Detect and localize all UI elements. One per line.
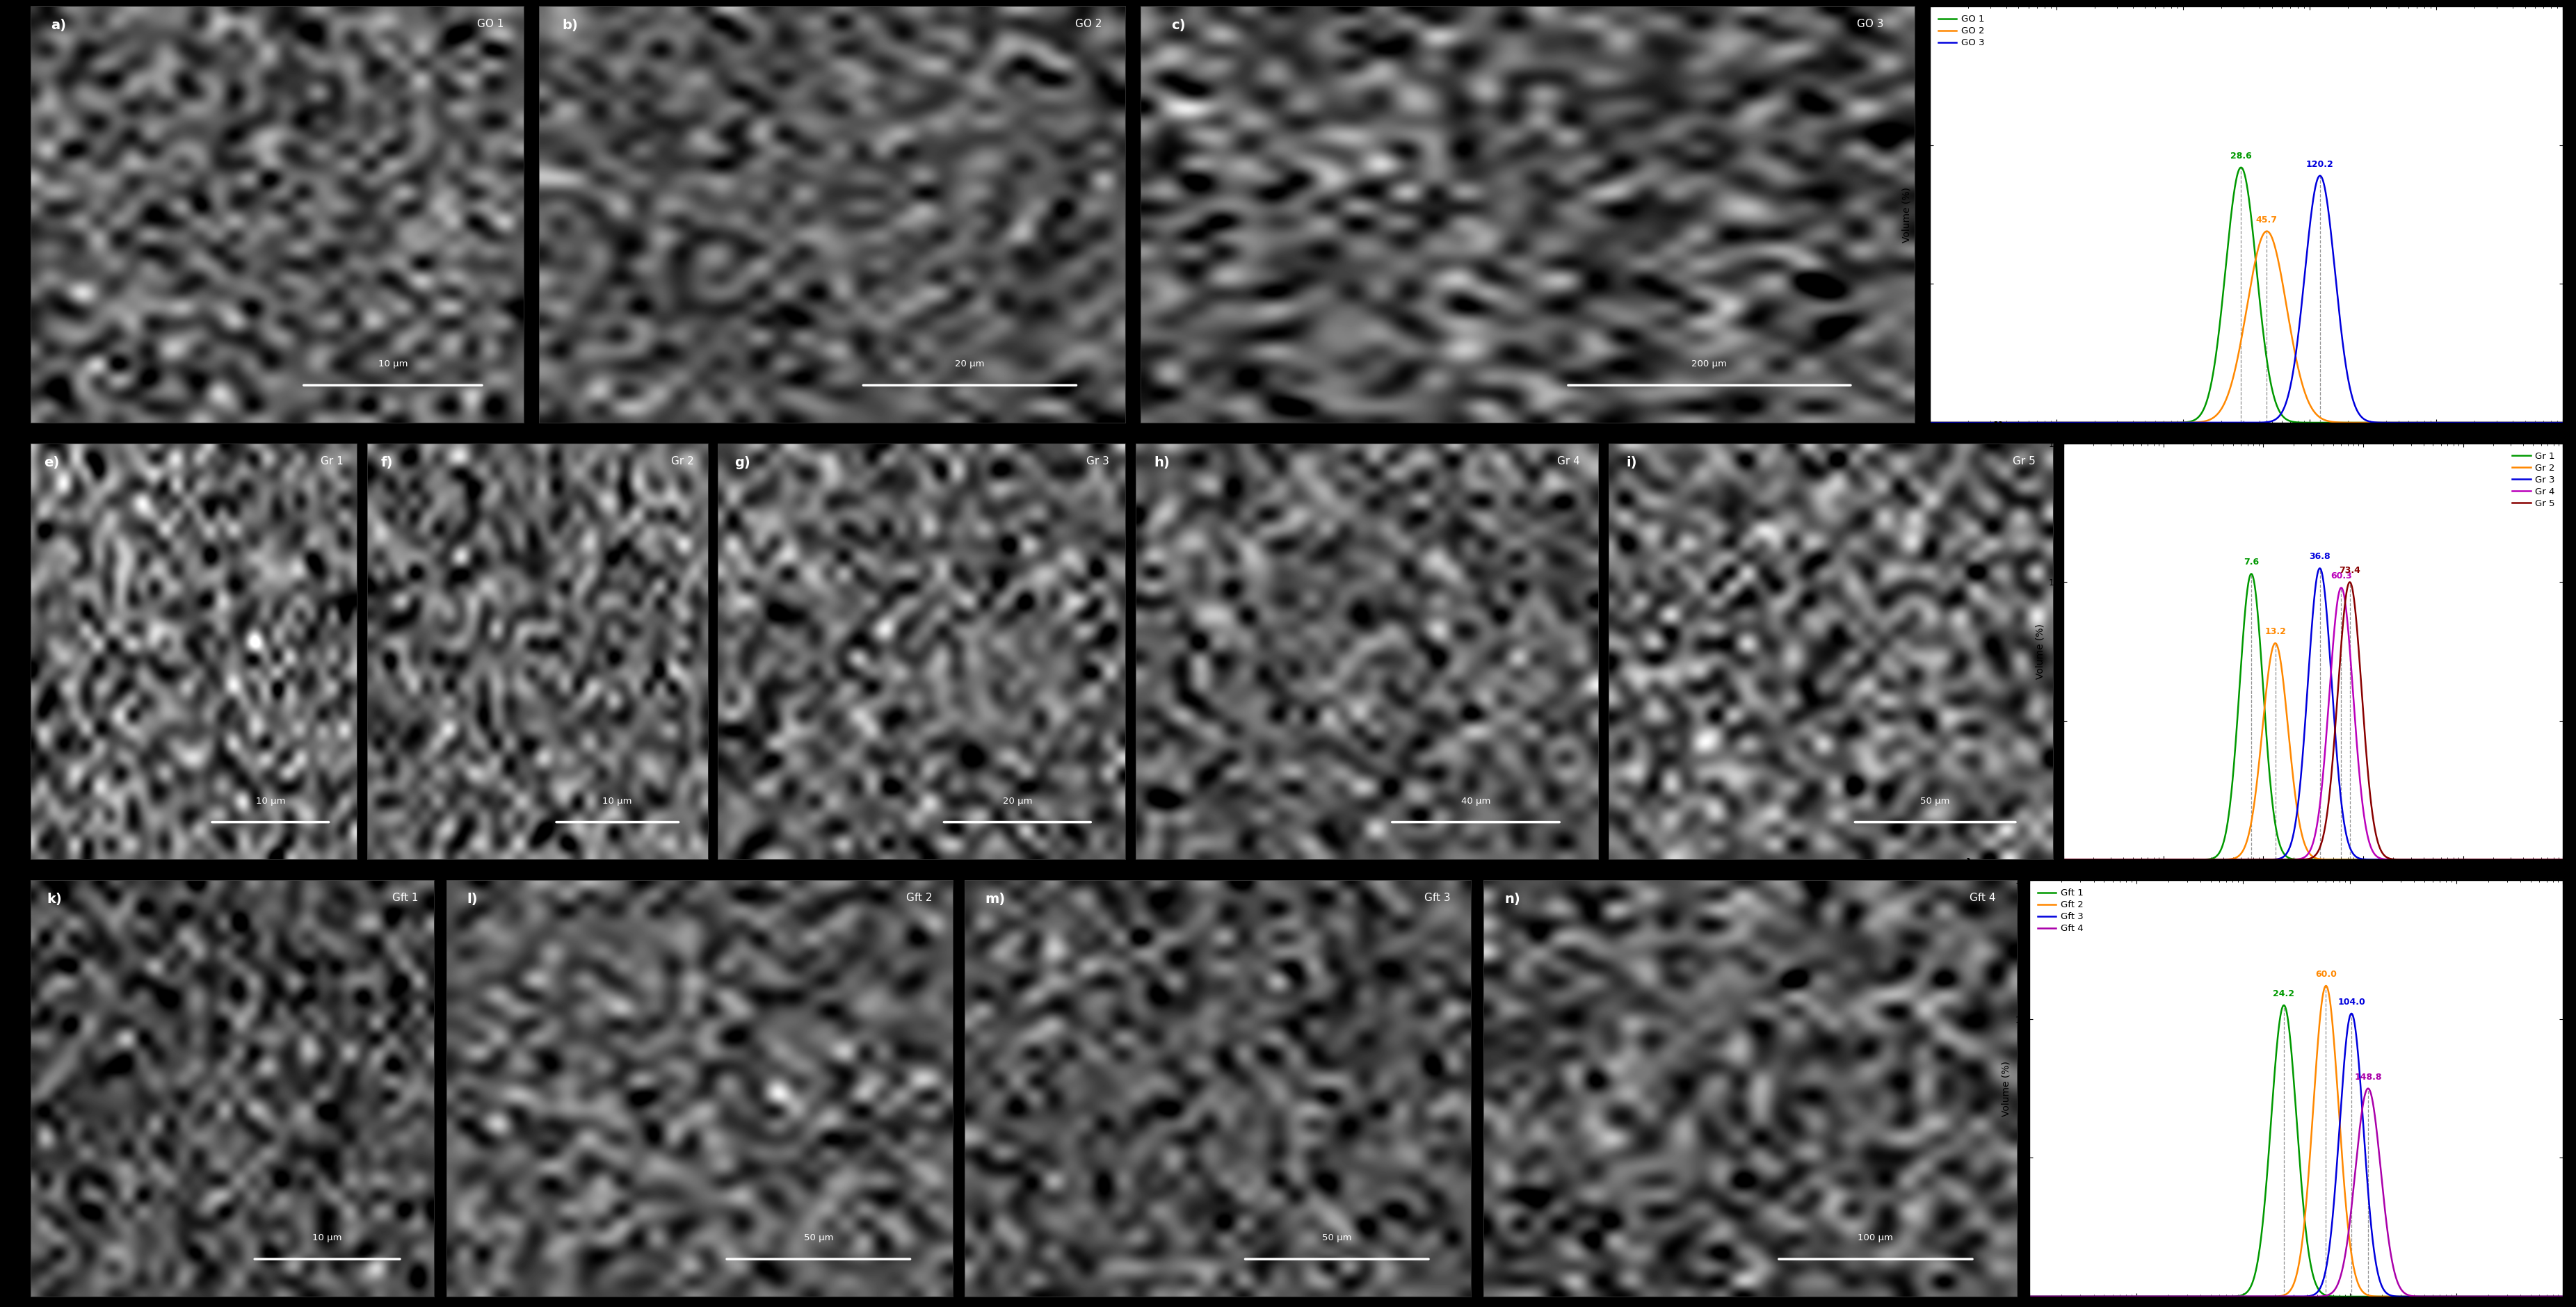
- Text: Gr 2: Gr 2: [672, 456, 693, 467]
- Text: l): l): [466, 893, 477, 906]
- Text: 10 μm: 10 μm: [603, 796, 631, 805]
- Text: 60.0: 60.0: [2316, 970, 2336, 979]
- Text: 50 μm: 50 μm: [1321, 1234, 1352, 1243]
- Text: c): c): [1172, 20, 1185, 33]
- Text: Gft 1: Gft 1: [392, 893, 417, 903]
- Text: 10 μm: 10 μm: [255, 796, 286, 805]
- Text: 13.2: 13.2: [2264, 627, 2285, 637]
- Legend: Gr 1, Gr 2, Gr 3, Gr 4, Gr 5: Gr 1, Gr 2, Gr 3, Gr 4, Gr 5: [2509, 448, 2558, 511]
- Text: 73.4: 73.4: [2339, 566, 2360, 575]
- Text: Gr 5: Gr 5: [2012, 456, 2035, 467]
- Text: 120.2: 120.2: [2306, 159, 2334, 169]
- Text: Gft 2: Gft 2: [907, 893, 933, 903]
- Text: Gft 4: Gft 4: [1971, 893, 1996, 903]
- Text: 50 μm: 50 μm: [1922, 796, 1950, 805]
- Text: GO 2: GO 2: [1074, 20, 1103, 30]
- Text: f): f): [381, 456, 392, 469]
- Text: Gft 3: Gft 3: [1425, 893, 1450, 903]
- Text: 36.8: 36.8: [2308, 553, 2331, 562]
- Text: n): n): [1504, 893, 1520, 906]
- Y-axis label: Volume (%): Volume (%): [2002, 1061, 2012, 1116]
- Text: Gr 1: Gr 1: [322, 456, 343, 467]
- Text: 10 μm: 10 μm: [379, 359, 407, 369]
- Y-axis label: Volume (%): Volume (%): [1901, 187, 1911, 242]
- X-axis label: Particle size (μm): Particle size (μm): [2200, 439, 2295, 448]
- Text: j): j): [1994, 421, 2007, 435]
- Text: b): b): [562, 20, 577, 33]
- Text: GO 3: GO 3: [1857, 20, 1883, 30]
- Text: o): o): [1955, 859, 1973, 872]
- Legend: GO 1, GO 2, GO 3: GO 1, GO 2, GO 3: [1935, 12, 1989, 51]
- Text: 200 μm: 200 μm: [1692, 359, 1726, 369]
- Text: 40 μm: 40 μm: [1461, 796, 1492, 805]
- Legend: Gft 1, Gft 2, Gft 3, Gft 4: Gft 1, Gft 2, Gft 3, Gft 4: [2035, 885, 2087, 937]
- Text: e): e): [44, 456, 59, 469]
- Text: 104.0: 104.0: [2336, 997, 2365, 1006]
- Text: 7.6: 7.6: [2244, 558, 2259, 567]
- Text: i): i): [1625, 456, 1638, 469]
- Text: a): a): [52, 20, 67, 33]
- Y-axis label: Volume (%): Volume (%): [2035, 623, 2045, 680]
- Text: k): k): [46, 893, 62, 906]
- Text: 24.2: 24.2: [2272, 989, 2295, 999]
- Text: 50 μm: 50 μm: [804, 1234, 832, 1243]
- Text: Gr 4: Gr 4: [1556, 456, 1579, 467]
- Text: h): h): [1154, 456, 1170, 469]
- Text: 60.3: 60.3: [2331, 571, 2352, 580]
- Text: 20 μm: 20 μm: [956, 359, 984, 369]
- Text: 10 μm: 10 μm: [312, 1234, 343, 1243]
- X-axis label: Particle size (μm): Particle size (μm): [2264, 876, 2362, 886]
- Text: Gr 3: Gr 3: [1087, 456, 1108, 467]
- Text: 28.6: 28.6: [2231, 152, 2251, 161]
- Text: g): g): [734, 456, 750, 469]
- Text: GO 1: GO 1: [477, 20, 505, 30]
- Text: 148.8: 148.8: [2354, 1073, 2383, 1081]
- Text: m): m): [984, 893, 1005, 906]
- Text: 45.7: 45.7: [2257, 216, 2277, 225]
- Text: 100 μm: 100 μm: [1857, 1234, 1893, 1243]
- Text: 20 μm: 20 μm: [1002, 796, 1033, 805]
